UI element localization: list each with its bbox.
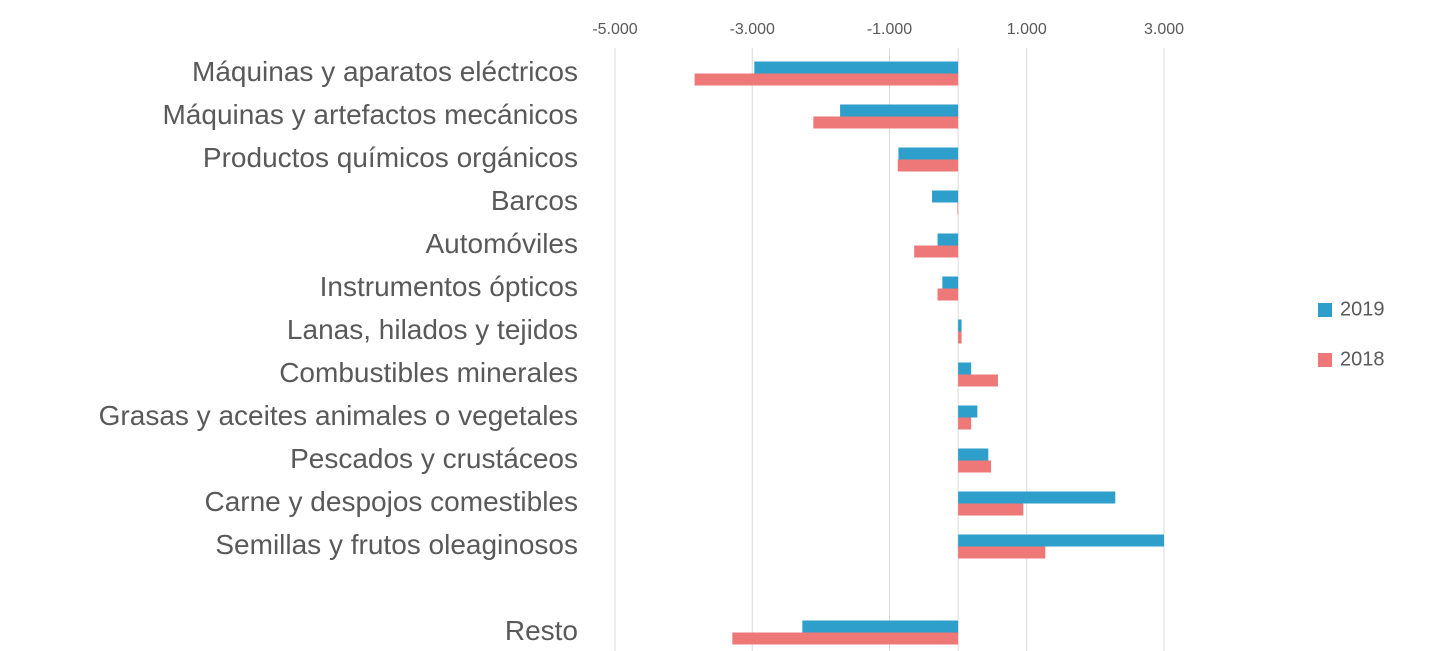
- bar: [937, 233, 959, 246]
- y-tick-label: Máquinas y artefactos mecánicos: [162, 99, 578, 130]
- y-tick-label: Combustibles minerales: [279, 357, 578, 388]
- bar: [897, 159, 959, 172]
- legend-swatch: [1318, 303, 1332, 317]
- bar: [840, 104, 959, 117]
- bar: [958, 362, 972, 375]
- bar: [932, 190, 959, 203]
- y-tick-label: Resto: [505, 615, 578, 646]
- bar: [754, 61, 959, 74]
- bar: [957, 202, 959, 215]
- y-tick-label: Automóviles: [425, 228, 578, 259]
- bar: [958, 374, 998, 387]
- x-tick-label: 1.000: [1007, 21, 1047, 38]
- legend-swatch: [1318, 353, 1332, 367]
- bar: [813, 116, 959, 129]
- legend-label: 2019: [1340, 298, 1385, 320]
- bar: [958, 534, 1164, 547]
- bar: [958, 460, 992, 473]
- bar: [914, 245, 959, 258]
- bar: [958, 448, 989, 461]
- bar: [942, 276, 959, 289]
- bar: [958, 405, 978, 418]
- bar: [958, 417, 972, 430]
- legend-label: 2018: [1340, 348, 1385, 370]
- bar: [937, 288, 959, 301]
- y-tick-label: Carne y despojos comestibles: [204, 486, 578, 517]
- x-tick-label: 3.000: [1144, 21, 1184, 38]
- bar: [898, 147, 959, 160]
- x-tick-label: -3.000: [730, 21, 775, 38]
- bar: [694, 73, 959, 86]
- y-tick-label: Instrumentos ópticos: [320, 271, 578, 302]
- y-tick-label: Pescados y crustáceos: [290, 443, 578, 474]
- bar: [958, 546, 1046, 559]
- y-tick-label: Máquinas y aparatos eléctricos: [192, 56, 578, 87]
- bar: [958, 491, 1116, 504]
- x-tick-label: -1.000: [867, 21, 912, 38]
- y-tick-label: Barcos: [491, 185, 578, 216]
- y-tick-label: Grasas y aceites animales o vegetales: [99, 400, 578, 431]
- bar: [732, 632, 959, 645]
- y-tick-label: Productos químicos orgánicos: [203, 142, 578, 173]
- x-tick-label: -5.000: [592, 21, 637, 38]
- bar: [958, 503, 1024, 516]
- bar: [958, 319, 962, 332]
- y-tick-label: Semillas y frutos oleaginosos: [215, 529, 578, 560]
- bar: [802, 620, 959, 633]
- y-tick-label: Lanas, hilados y tejidos: [287, 314, 578, 345]
- bar: [958, 331, 962, 344]
